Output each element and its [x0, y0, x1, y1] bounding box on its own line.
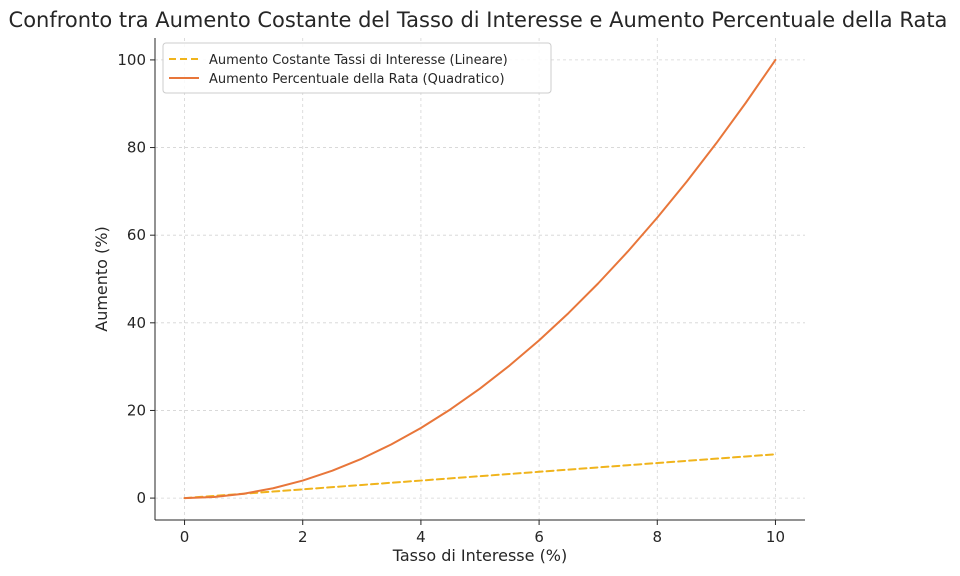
legend-label-2: Aumento Percentuale della Rata (Quadrati… — [209, 72, 505, 87]
series-layer — [183, 58, 777, 500]
x-tick-label: 10 — [766, 528, 785, 546]
legend-label-1: Aumento Costante Tassi di Interesse (Lin… — [209, 53, 508, 68]
x-tick-label: 8 — [652, 528, 662, 546]
y-axis-label: Aumento (%) — [92, 226, 111, 332]
y-tick-label: 20 — [127, 401, 146, 419]
y-tick-label: 0 — [136, 489, 146, 507]
y-tick-label: 60 — [127, 226, 146, 244]
x-tick-label: 0 — [180, 528, 190, 546]
y-tick-label: 80 — [127, 139, 146, 157]
legend: Aumento Costante Tassi di Interesse (Lin… — [162, 42, 552, 94]
x-axis-label: Tasso di Interesse (%) — [392, 546, 568, 565]
axes — [154, 38, 805, 521]
series-line-1 — [183, 453, 777, 500]
grid — [155, 38, 805, 520]
x-tick-label: 4 — [416, 528, 426, 546]
series-line-2 — [183, 58, 777, 500]
x-tick-label: 6 — [534, 528, 544, 546]
chart-title: Confronto tra Aumento Costante del Tasso… — [9, 8, 948, 32]
y-tick-label: 40 — [127, 314, 146, 332]
y-tick-label: 100 — [117, 51, 146, 69]
legend-box — [162, 42, 552, 94]
x-tick-label: 2 — [298, 528, 308, 546]
